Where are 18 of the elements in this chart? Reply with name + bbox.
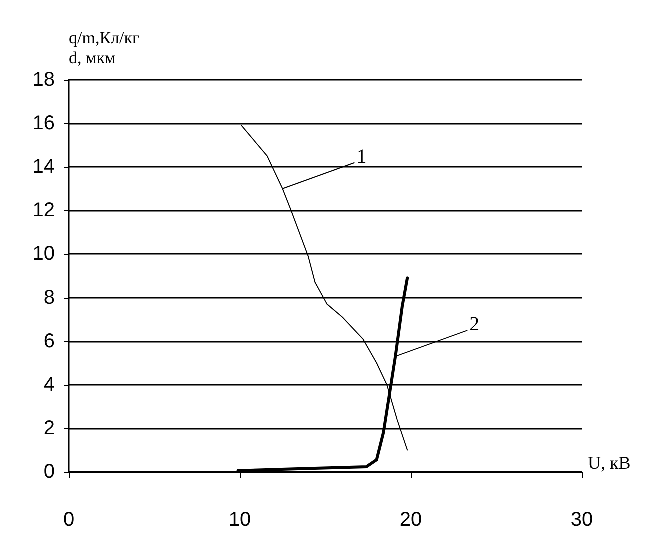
- y-tick-label: 6: [44, 330, 55, 352]
- annotation: 1: [356, 146, 367, 168]
- x-axis-title: U, кВ: [588, 453, 631, 473]
- x-tick-label: 20: [400, 509, 422, 531]
- x-tick-label: 30: [570, 509, 594, 531]
- y-tick-label: 14: [32, 156, 55, 178]
- y-tick-label: 8: [44, 286, 55, 309]
- x-tick-label: 10: [228, 509, 252, 531]
- y-axis-title: q/m,Кл/кг d, мкм: [69, 28, 140, 68]
- y-tick-label: 2: [44, 417, 55, 440]
- y-tick-label: 12: [32, 200, 55, 222]
- y-tick-label: 18: [32, 69, 55, 91]
- y-tick-label: 10: [32, 243, 55, 266]
- annotation: 2: [470, 314, 480, 336]
- y-tick-label: 4: [44, 374, 55, 396]
- y-tick-label: 16: [32, 112, 55, 135]
- y-tick-label: 0: [44, 461, 55, 483]
- x-tick-label: 0: [63, 509, 75, 531]
